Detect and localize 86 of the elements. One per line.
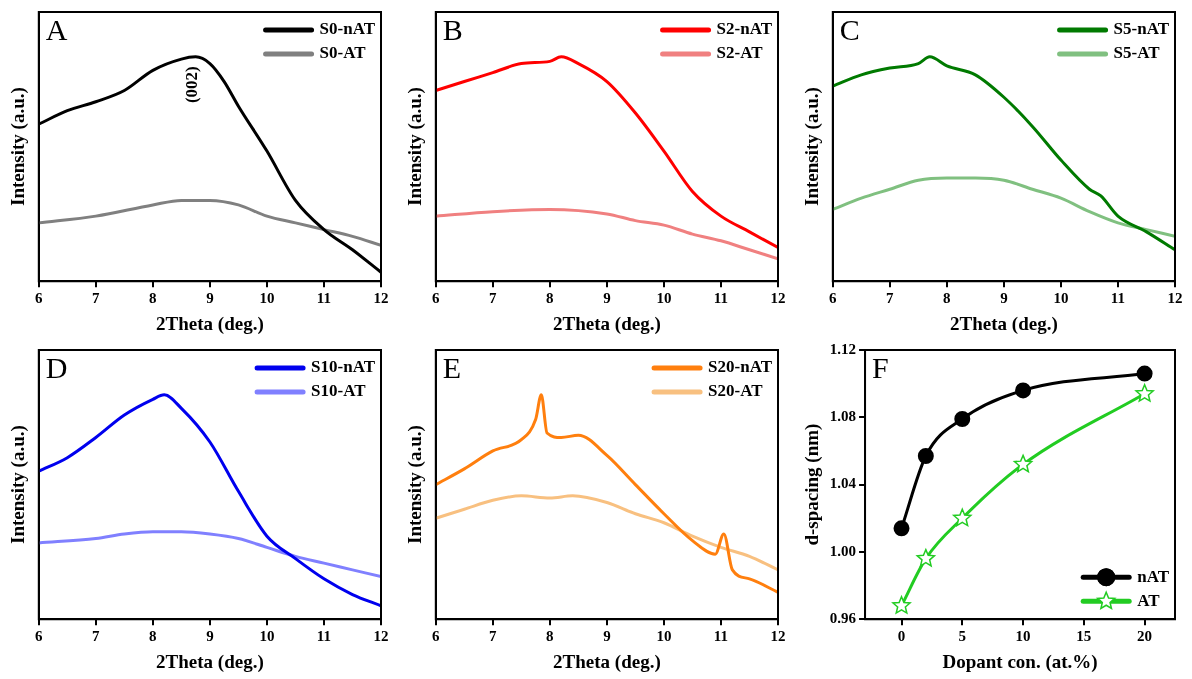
y-axis-title: Intensity (a.u.): [801, 87, 824, 206]
x-tick-label: 9: [603, 290, 611, 307]
point: [1015, 382, 1032, 399]
y-axis-title: Intensity (a.u.): [404, 425, 427, 544]
x-tick-label: 10: [1015, 628, 1031, 645]
y-axis-title: Intensity (a.u.): [404, 87, 427, 206]
chart-title: B: [442, 12, 463, 46]
x-tick-label: 12: [373, 290, 389, 307]
chart-title: F: [872, 350, 889, 384]
x-axis-title: 2Theta (deg.): [156, 650, 264, 673]
x-tick-label: 12: [770, 290, 786, 307]
legend-label: S0-nAT: [319, 19, 376, 39]
x-tick-label: 12: [770, 628, 786, 645]
x-tick-label: 6: [35, 628, 44, 645]
x-tick-label: 8: [546, 290, 554, 307]
x-tick-label: 6: [432, 290, 441, 307]
x-axis-title: 2Theta (deg.): [156, 312, 264, 335]
y-tick-label: 0.96: [829, 610, 857, 627]
x-tick-label: 10: [1053, 290, 1069, 307]
x-tick-label: 11: [316, 628, 332, 645]
y-tick-label: 1.08: [829, 408, 857, 425]
x-tick-label: 10: [259, 290, 275, 307]
x-axis-title: 2Theta (deg.): [950, 312, 1058, 335]
chart-title: C: [839, 12, 860, 46]
x-tick-label: 20: [1137, 628, 1153, 645]
x-tick-label: 6: [35, 290, 44, 307]
x-tick-label: 12: [373, 628, 389, 645]
x-tick-label: 12: [1167, 290, 1183, 307]
point: [1136, 365, 1153, 382]
legend-label: S2-AT: [716, 43, 764, 63]
x-tick-label: 6: [432, 628, 441, 645]
point: [954, 410, 971, 427]
y-tick-label: 1.04: [829, 475, 857, 492]
point: [917, 448, 934, 464]
legend-label: S20-nAT: [708, 357, 773, 377]
x-tick-label: 0: [897, 628, 906, 645]
x-axis-title: Dopant con. (at.%): [942, 650, 1098, 673]
x-tick-label: 5: [958, 628, 967, 645]
x-tick-label: 7: [92, 290, 101, 307]
x-tick-label: 9: [206, 628, 214, 645]
x-tick-label: 9: [206, 290, 214, 307]
x-tick-label: 7: [886, 290, 895, 307]
point: [892, 595, 911, 614]
x-tick-label: 7: [489, 290, 498, 307]
x-tick-label: 9: [1000, 290, 1008, 307]
legend-label: nAT: [1137, 566, 1170, 586]
x-tick-label: 10: [259, 628, 275, 645]
legend-label: S5-AT: [1113, 43, 1161, 63]
legend-label: S10-nAT: [311, 357, 376, 377]
x-tick-label: 6: [829, 290, 838, 307]
x-tick-label: 8: [943, 290, 951, 307]
y-axis-title: d-spacing (nm): [801, 423, 824, 546]
x-tick-label: 11: [713, 628, 729, 645]
x-tick-label: 10: [656, 290, 672, 307]
x-tick-label: 8: [149, 628, 157, 645]
point: [916, 548, 936, 567]
x-tick-label: 7: [92, 628, 101, 645]
x-tick-label: 10: [656, 628, 672, 645]
chart-title: A: [45, 12, 68, 46]
legend-label: S0-AT: [319, 43, 367, 63]
legend-label: S5-nAT: [1113, 19, 1170, 39]
legend-label: S20-AT: [708, 381, 764, 401]
x-tick-label: 8: [546, 628, 554, 645]
y-axis-title: Intensity (a.u.): [7, 87, 30, 206]
legend-label: AT: [1137, 590, 1161, 610]
x-tick-label: 11: [316, 290, 332, 307]
point: [1013, 454, 1033, 473]
chart-title: E: [442, 350, 462, 384]
point: [952, 508, 972, 527]
annotation: (002): [182, 66, 202, 104]
x-tick-label: 11: [713, 290, 729, 307]
x-tick-label: 7: [489, 628, 498, 645]
x-tick-label: 8: [149, 290, 157, 307]
y-tick-label: 1.12: [829, 340, 857, 357]
legend-label: S10-AT: [311, 381, 367, 401]
x-tick-label: 9: [603, 628, 611, 645]
x-axis-title: 2Theta (deg.): [553, 312, 661, 335]
y-tick-label: 1.00: [829, 542, 857, 559]
chart-title: D: [45, 350, 68, 384]
legend-label: S2-nAT: [716, 19, 773, 39]
point: [893, 520, 910, 537]
point: [1135, 384, 1154, 402]
x-axis-title: 2Theta (deg.): [553, 650, 661, 673]
x-tick-label: 15: [1076, 628, 1092, 645]
x-tick-label: 11: [1110, 290, 1126, 307]
y-axis-title: Intensity (a.u.): [7, 425, 30, 544]
